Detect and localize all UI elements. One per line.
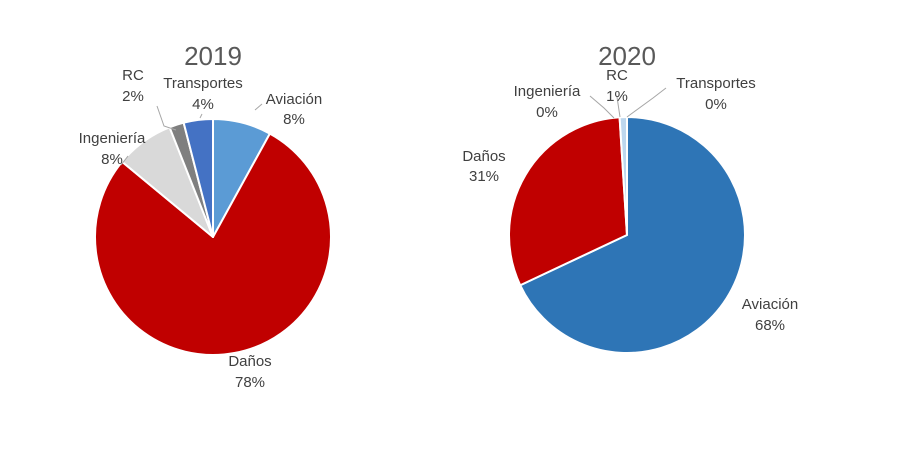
slice-name-transportes-2019: Transportes — [163, 75, 242, 92]
leader-line-transportes-2020 — [626, 87, 667, 118]
chart-title-2020: 2020 — [598, 41, 656, 71]
slice-name-rc-2019: RC — [122, 67, 144, 84]
leader-lines-2019 — [120, 103, 263, 166]
leader-line-rc-2019 — [156, 105, 177, 131]
leader-line-rc-2020 — [616, 96, 621, 118]
slice-labels-2019: Aviación 8% Daños 78% Ingeniería 8% RC 2… — [79, 67, 323, 391]
pie-slices-2020 — [508, 115, 746, 354]
slice-value-rc-2019: 2% — [122, 88, 144, 105]
pie-slice-aviacion-2020 — [519, 116, 746, 354]
slice-value-danos-2019: 78% — [235, 374, 265, 391]
slice-name-rc-2020: RC — [606, 67, 628, 84]
slice-value-transportes-2019: 4% — [192, 96, 214, 113]
leader-line-transportes-2019 — [199, 113, 203, 119]
slice-value-aviacion-2019: 8% — [283, 111, 305, 128]
slice-value-danos-2020: 31% — [469, 168, 499, 185]
slice-value-rc-2020: 1% — [606, 88, 628, 105]
leader-lines-2020 — [589, 87, 667, 119]
slice-value-aviacion-2020: 68% — [755, 317, 785, 334]
slice-name-aviacion-2020: Aviación — [742, 296, 798, 313]
leader-line-aviacion-2019 — [254, 103, 263, 111]
leader-line-ingenieria-2020 — [589, 95, 615, 119]
pie-slice-danos-2020 — [508, 116, 628, 287]
slice-value-ingenieria-2019: 8% — [101, 151, 123, 168]
slice-name-aviacion-2019: Aviación — [266, 91, 322, 108]
chart-title-2019: 2019 — [184, 41, 242, 71]
slice-name-ingenieria-2019: Ingeniería — [79, 130, 146, 147]
pie-slice-rc-2020 — [618, 115, 628, 236]
slice-name-transportes-2020: Transportes — [676, 75, 755, 92]
slice-name-ingenieria-2020: Ingeniería — [514, 83, 581, 100]
slice-value-transportes-2020: 0% — [705, 96, 727, 113]
slice-value-ingenieria-2020: 0% — [536, 104, 558, 121]
pie-chart-2020: 2020 Aviación 68% Daños 31% Ingeniería 0… — [462, 41, 798, 354]
pie-slices-2019 — [93, 118, 332, 356]
slice-name-danos-2020: Daños — [462, 148, 505, 165]
pie-slice-transportes-2019 — [182, 118, 214, 238]
slice-labels-2020: Aviación 68% Daños 31% Ingeniería 0% RC … — [462, 67, 798, 334]
slice-name-danos-2019: Daños — [228, 353, 271, 370]
leader-line-ingenieria-2019 — [120, 155, 129, 166]
pie-chart-2019: 2019 Aviación 8% Daños 78% Ingeniería 8%… — [79, 41, 332, 391]
